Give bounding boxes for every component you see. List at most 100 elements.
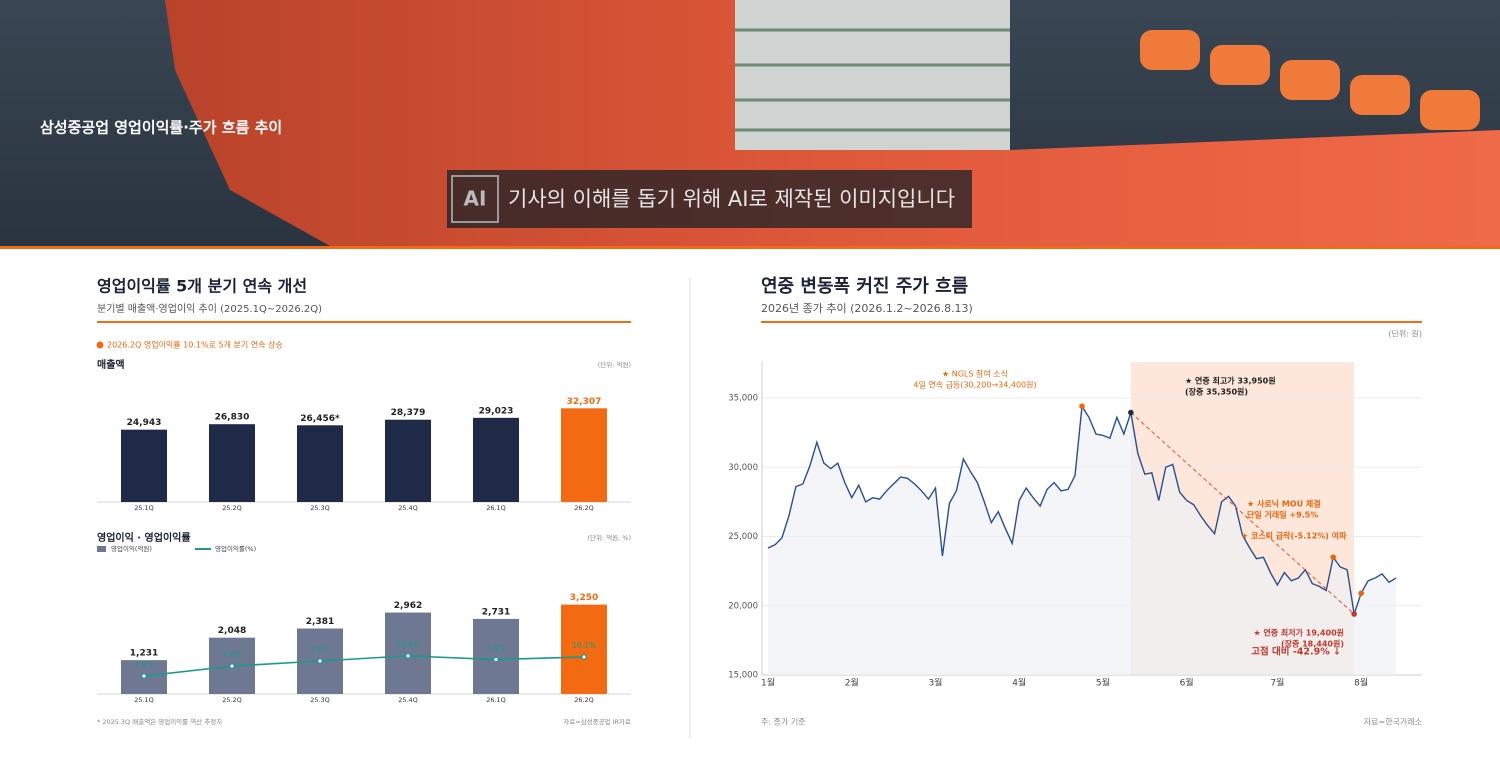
y-tick-label: 30,000 xyxy=(728,463,758,473)
chart-title: 영업이익 · 영업이익률 xyxy=(97,531,191,544)
price-area xyxy=(768,406,1396,675)
x-tick-label: 6월 xyxy=(1180,677,1194,689)
rate-point xyxy=(317,658,323,664)
rate-label: 7.6% xyxy=(222,650,241,659)
highlight-note: 2026.2Q 영업이익률 10.1%로 5개 분기 연속 상승 xyxy=(107,340,283,350)
rate-point xyxy=(229,663,235,669)
right-rule xyxy=(761,321,1422,323)
banner-rule xyxy=(0,246,1500,249)
ai-badge: AI xyxy=(464,187,487,211)
rate-label: 4.9% xyxy=(134,660,153,669)
right-footnote: 주: 종가 기준 xyxy=(761,718,806,727)
rate-label: 9.4% xyxy=(486,644,505,653)
x-tick-label: 25.3Q xyxy=(310,504,330,512)
lifeboats xyxy=(1140,30,1480,130)
x-tick-label: 25.3Q xyxy=(310,696,330,704)
rate-point xyxy=(141,673,147,679)
bar xyxy=(385,419,431,502)
bar-value-label: 2,731 xyxy=(482,607,510,617)
x-tick-label: 3월 xyxy=(928,677,942,689)
banner-photo: AI 기사의 이해를 돕기 위해 AI로 제작된 이미지입니다 삼성중공업 영업… xyxy=(0,0,1500,246)
bar-value-label: 24,943 xyxy=(127,418,162,428)
bar-value-label: 2,962 xyxy=(394,601,422,611)
annotation: ★ 코스피 급락(-5.12%) 여파 xyxy=(1241,531,1347,541)
annotation: ★ NGLS 참여 소식 xyxy=(942,369,1008,379)
annotation: (장중 35,350원) xyxy=(1185,387,1248,397)
bar-value-label: 2,381 xyxy=(306,617,334,627)
x-tick-label: 7월 xyxy=(1270,677,1284,689)
superstructure xyxy=(735,0,1010,150)
x-tick-label: 25.2Q xyxy=(222,504,242,512)
annotation: 4일 연속 급등(30,200→34,400원) xyxy=(913,381,1036,390)
bar-value-label: 1,231 xyxy=(130,649,158,659)
legend-swatch xyxy=(97,546,106,552)
event-point xyxy=(1128,409,1134,416)
legend-label: 영업이익률(%) xyxy=(215,544,256,553)
right-subtitle: 2026년 종가 추이 (2026.1.2~2026.8.13) xyxy=(761,302,973,315)
bar-value-label: 32,307 xyxy=(567,397,602,407)
bar-value-label: 26,456* xyxy=(300,414,340,424)
left-source: 자료=삼성중공업 IR자료 xyxy=(563,717,631,726)
rate-label: 9.0% xyxy=(310,645,329,654)
bar xyxy=(297,425,343,502)
rate-point xyxy=(581,654,587,660)
annotation: 고점 대비 -42.9% ↓ xyxy=(1251,646,1341,658)
deck-rails xyxy=(735,28,1010,132)
left-subtitle: 분기별 매출액·영업이익 추이 (2025.1Q~2026.2Q) xyxy=(97,302,322,315)
y-tick-label: 20,000 xyxy=(728,601,758,611)
annotation: 단일 거래일 +9.5% xyxy=(1247,510,1318,520)
unit-label: (단위: 억원, %) xyxy=(587,533,631,542)
left-footnote: * 2025.3Q 매출액은 영업이익률 역산 추정치 xyxy=(97,717,222,726)
rate-point xyxy=(493,656,499,663)
bar xyxy=(473,417,519,502)
unit-label: (단위: 억원) xyxy=(598,360,631,369)
left-rule xyxy=(97,321,631,323)
event-point xyxy=(1330,554,1336,561)
rate-label: 10.4% xyxy=(396,640,420,649)
x-tick-label: 2월 xyxy=(845,677,859,689)
x-tick-label: 26.1Q xyxy=(486,504,506,512)
bar-value-label: 29,023 xyxy=(479,406,514,416)
x-tick-label: 25.1Q xyxy=(134,696,154,704)
ai-badge-box xyxy=(451,175,499,223)
x-tick-label: 25.1Q xyxy=(134,504,154,512)
ai-notice: 기사의 이해를 돕기 위해 AI로 제작된 이미지입니다 xyxy=(508,187,955,211)
rate-point xyxy=(405,653,411,659)
event-point xyxy=(1351,611,1357,617)
bar-value-label: 26,830 xyxy=(215,413,250,423)
bar-value-label: 3,250 xyxy=(570,593,598,603)
bar xyxy=(121,429,167,502)
bar-value-label: 28,379 xyxy=(391,408,426,418)
right-unit: (단위: 원) xyxy=(1388,329,1422,339)
bar-value-label: 2,048 xyxy=(218,626,246,636)
x-tick-label: 26.2Q xyxy=(574,504,594,512)
right-source: 자료=한국거래소 xyxy=(1364,718,1422,727)
bar xyxy=(209,424,255,502)
x-tick-label: 26.2Q xyxy=(574,696,594,704)
x-tick-label: 1월 xyxy=(761,677,775,689)
annotation: ★ 연중 최고가 33,950원 xyxy=(1185,376,1276,386)
ai-notice-box xyxy=(447,170,972,228)
rate-label: 10.1% xyxy=(572,641,596,650)
x-tick-label: 25.2Q xyxy=(222,696,242,704)
x-tick-label: 4월 xyxy=(1012,677,1026,689)
note-dot xyxy=(96,341,104,349)
y-tick-label: 35,000 xyxy=(728,394,758,404)
right-title: 연중 변동폭 커진 주가 흐름 xyxy=(761,276,968,297)
bar xyxy=(473,618,519,694)
left-title: 영업이익률 5개 분기 연속 개선 xyxy=(97,277,307,296)
annotation: ★ 연중 최저가 19,400원 xyxy=(1253,628,1344,638)
event-point xyxy=(1079,403,1085,410)
annotation: ★ 사로닉 MOU 체결 xyxy=(1247,499,1321,509)
bar xyxy=(561,604,607,694)
x-tick-label: 26.1Q xyxy=(486,696,506,704)
chart-title: 매출액 xyxy=(97,358,125,371)
x-tick-label: 5월 xyxy=(1096,677,1110,689)
legend-label: 영업이익(억원) xyxy=(111,544,152,553)
x-tick-label: 25.4Q xyxy=(398,504,418,512)
bar xyxy=(561,408,607,502)
event-point xyxy=(1358,590,1364,597)
banner-title: 삼성중공업 영업이익률·주가 흐름 추이 xyxy=(40,119,282,137)
